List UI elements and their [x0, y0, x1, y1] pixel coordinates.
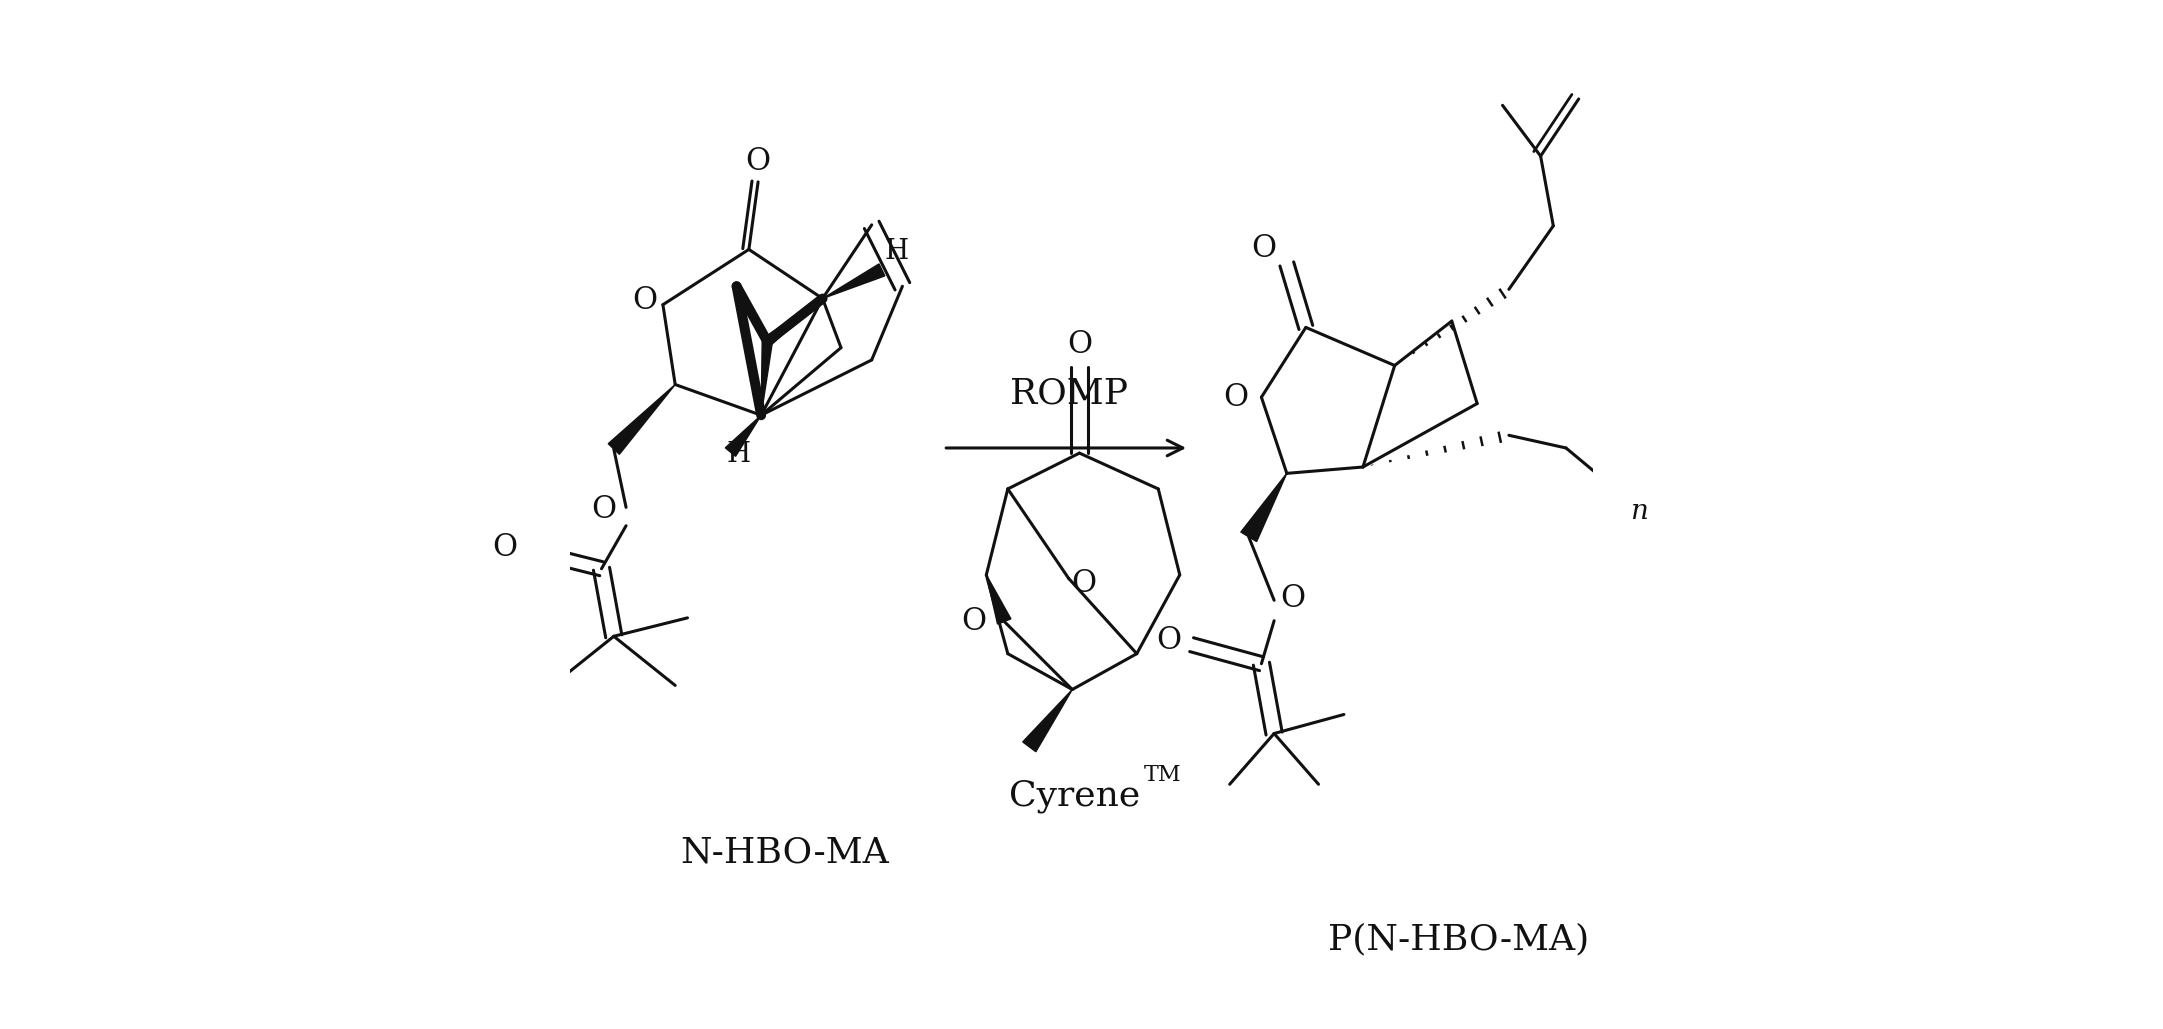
Polygon shape	[725, 416, 761, 456]
Polygon shape	[986, 575, 1010, 624]
Polygon shape	[608, 385, 675, 454]
Text: ROMP: ROMP	[1010, 377, 1129, 411]
Text: O: O	[1157, 625, 1181, 657]
Text: P(N-HBO-MA): P(N-HBO-MA)	[1328, 922, 1590, 956]
Text: O: O	[1066, 329, 1092, 360]
Polygon shape	[1023, 689, 1073, 752]
Text: H: H	[727, 440, 751, 468]
Text: N-HBO-MA: N-HBO-MA	[681, 836, 889, 870]
Text: O: O	[632, 285, 658, 316]
Text: TM: TM	[1144, 765, 1181, 786]
Text: O: O	[1280, 582, 1304, 613]
Text: O: O	[590, 494, 616, 525]
Text: n: n	[1629, 498, 1648, 525]
Text: O: O	[960, 606, 986, 637]
Text: O: O	[746, 146, 770, 177]
Polygon shape	[761, 341, 772, 416]
Text: H: H	[885, 238, 908, 265]
Polygon shape	[764, 298, 822, 346]
Text: O: O	[1224, 382, 1248, 413]
Text: O: O	[493, 532, 517, 563]
Text: O: O	[1252, 234, 1276, 264]
Text: Cyrene: Cyrene	[1008, 779, 1140, 813]
Polygon shape	[822, 263, 885, 298]
Polygon shape	[1242, 473, 1287, 541]
Text: O: O	[1071, 568, 1097, 599]
